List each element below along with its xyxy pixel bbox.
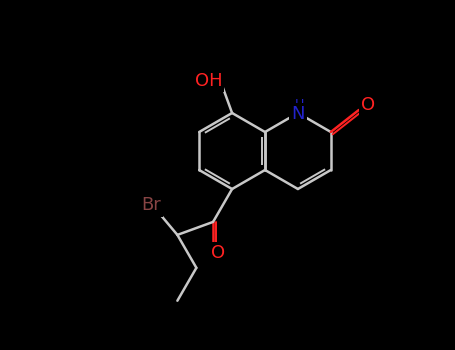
Text: O: O xyxy=(361,96,375,114)
Text: O: O xyxy=(211,244,225,262)
Text: N: N xyxy=(291,105,305,123)
Text: Br: Br xyxy=(141,196,161,215)
Text: OH: OH xyxy=(195,72,222,90)
Text: H: H xyxy=(295,98,304,111)
